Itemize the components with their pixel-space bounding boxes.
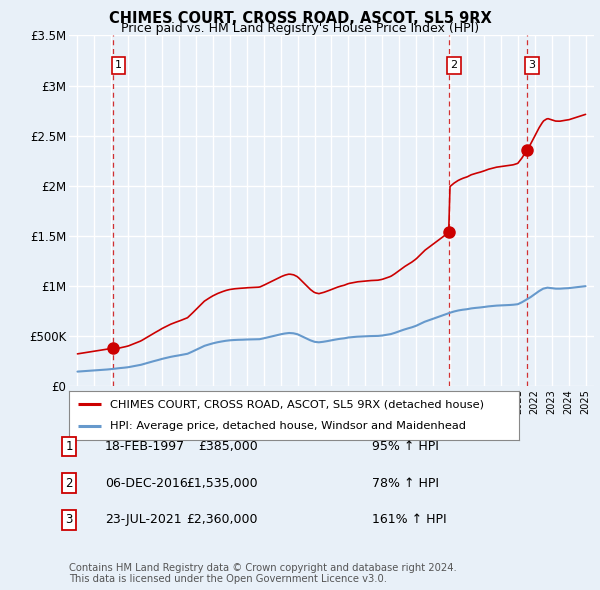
Text: 3: 3	[65, 513, 73, 526]
Text: Price paid vs. HM Land Registry's House Price Index (HPI): Price paid vs. HM Land Registry's House …	[121, 22, 479, 35]
Text: This data is licensed under the Open Government Licence v3.0.: This data is licensed under the Open Gov…	[69, 574, 387, 584]
Text: 2: 2	[65, 477, 73, 490]
Text: HPI: Average price, detached house, Windsor and Maidenhead: HPI: Average price, detached house, Wind…	[110, 421, 466, 431]
Text: CHIMES COURT, CROSS ROAD, ASCOT, SL5 9RX (detached house): CHIMES COURT, CROSS ROAD, ASCOT, SL5 9RX…	[110, 399, 484, 409]
Text: 18-FEB-1997: 18-FEB-1997	[105, 440, 185, 453]
Text: £385,000: £385,000	[198, 440, 258, 453]
Text: 06-DEC-2016: 06-DEC-2016	[105, 477, 188, 490]
Text: £1,535,000: £1,535,000	[187, 477, 258, 490]
Text: 95% ↑ HPI: 95% ↑ HPI	[372, 440, 439, 453]
Text: 161% ↑ HPI: 161% ↑ HPI	[372, 513, 446, 526]
Text: 23-JUL-2021: 23-JUL-2021	[105, 513, 182, 526]
Text: 3: 3	[529, 61, 536, 70]
Text: CHIMES COURT, CROSS ROAD, ASCOT, SL5 9RX: CHIMES COURT, CROSS ROAD, ASCOT, SL5 9RX	[109, 11, 491, 25]
Text: 1: 1	[115, 61, 122, 70]
Text: 2: 2	[450, 61, 457, 70]
Text: Contains HM Land Registry data © Crown copyright and database right 2024.: Contains HM Land Registry data © Crown c…	[69, 563, 457, 573]
Text: £2,360,000: £2,360,000	[187, 513, 258, 526]
Text: 78% ↑ HPI: 78% ↑ HPI	[372, 477, 439, 490]
Text: 1: 1	[65, 440, 73, 453]
